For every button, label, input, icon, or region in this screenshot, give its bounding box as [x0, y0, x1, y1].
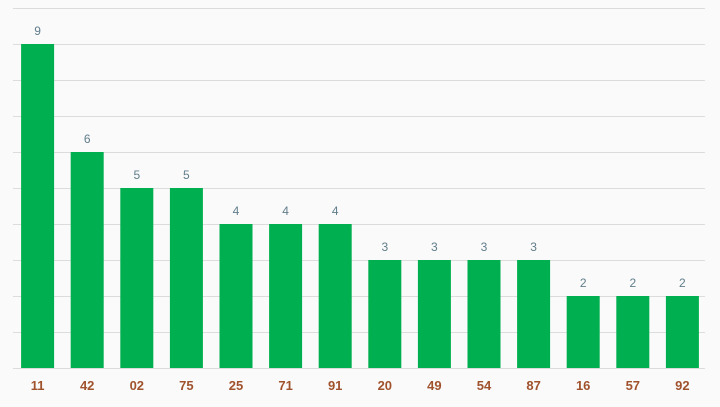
- value-label-92: 2: [679, 276, 686, 290]
- bar-49: [417, 260, 451, 368]
- x-tick-label-87: 87: [526, 378, 540, 393]
- bar-75: [169, 188, 203, 368]
- value-label-91: 4: [332, 204, 339, 218]
- bar-91: [318, 224, 352, 368]
- bar-11: [21, 44, 55, 368]
- x-tick-label-02: 02: [130, 378, 144, 393]
- x-tick-label-75: 75: [179, 378, 193, 393]
- value-label-02: 5: [133, 168, 140, 182]
- x-tick-label-20: 20: [378, 378, 392, 393]
- value-label-75: 5: [183, 168, 190, 182]
- value-label-54: 3: [481, 240, 488, 254]
- x-axis-tick-labels: 11 42 02 75 25 71 91 20 49 54 87 16 57 92: [31, 378, 690, 393]
- value-label-16: 2: [580, 276, 587, 290]
- value-label-71: 4: [282, 204, 289, 218]
- bar-25: [219, 224, 253, 368]
- value-label-42: 6: [84, 132, 91, 146]
- value-labels: 9 6 5 5 4 4 4 3 3 3 3 2 2 2: [34, 24, 686, 290]
- x-tick-label-25: 25: [229, 378, 243, 393]
- bar-02: [120, 188, 154, 368]
- bar-92: [665, 296, 699, 368]
- x-tick-label-92: 92: [675, 378, 689, 393]
- bar-71: [269, 224, 303, 368]
- x-tick-label-11: 11: [31, 378, 45, 393]
- value-label-57: 2: [629, 276, 636, 290]
- bar-16: [566, 296, 600, 368]
- bars: [21, 44, 699, 368]
- value-label-11: 9: [34, 24, 41, 38]
- x-tick-label-54: 54: [477, 378, 492, 393]
- bar-54: [467, 260, 501, 368]
- bar-87: [517, 260, 551, 368]
- gridlines: [13, 8, 705, 369]
- bar-42: [70, 152, 104, 368]
- bar-20: [368, 260, 402, 368]
- x-tick-label-71: 71: [278, 378, 292, 393]
- value-label-87: 3: [530, 240, 537, 254]
- x-tick-label-57: 57: [626, 378, 640, 393]
- value-label-25: 4: [233, 204, 240, 218]
- x-tick-label-42: 42: [80, 378, 94, 393]
- x-tick-label-16: 16: [576, 378, 590, 393]
- x-tick-label-49: 49: [427, 378, 441, 393]
- value-label-49: 3: [431, 240, 438, 254]
- value-label-20: 3: [381, 240, 388, 254]
- x-tick-label-91: 91: [328, 378, 342, 393]
- bar-57: [616, 296, 650, 368]
